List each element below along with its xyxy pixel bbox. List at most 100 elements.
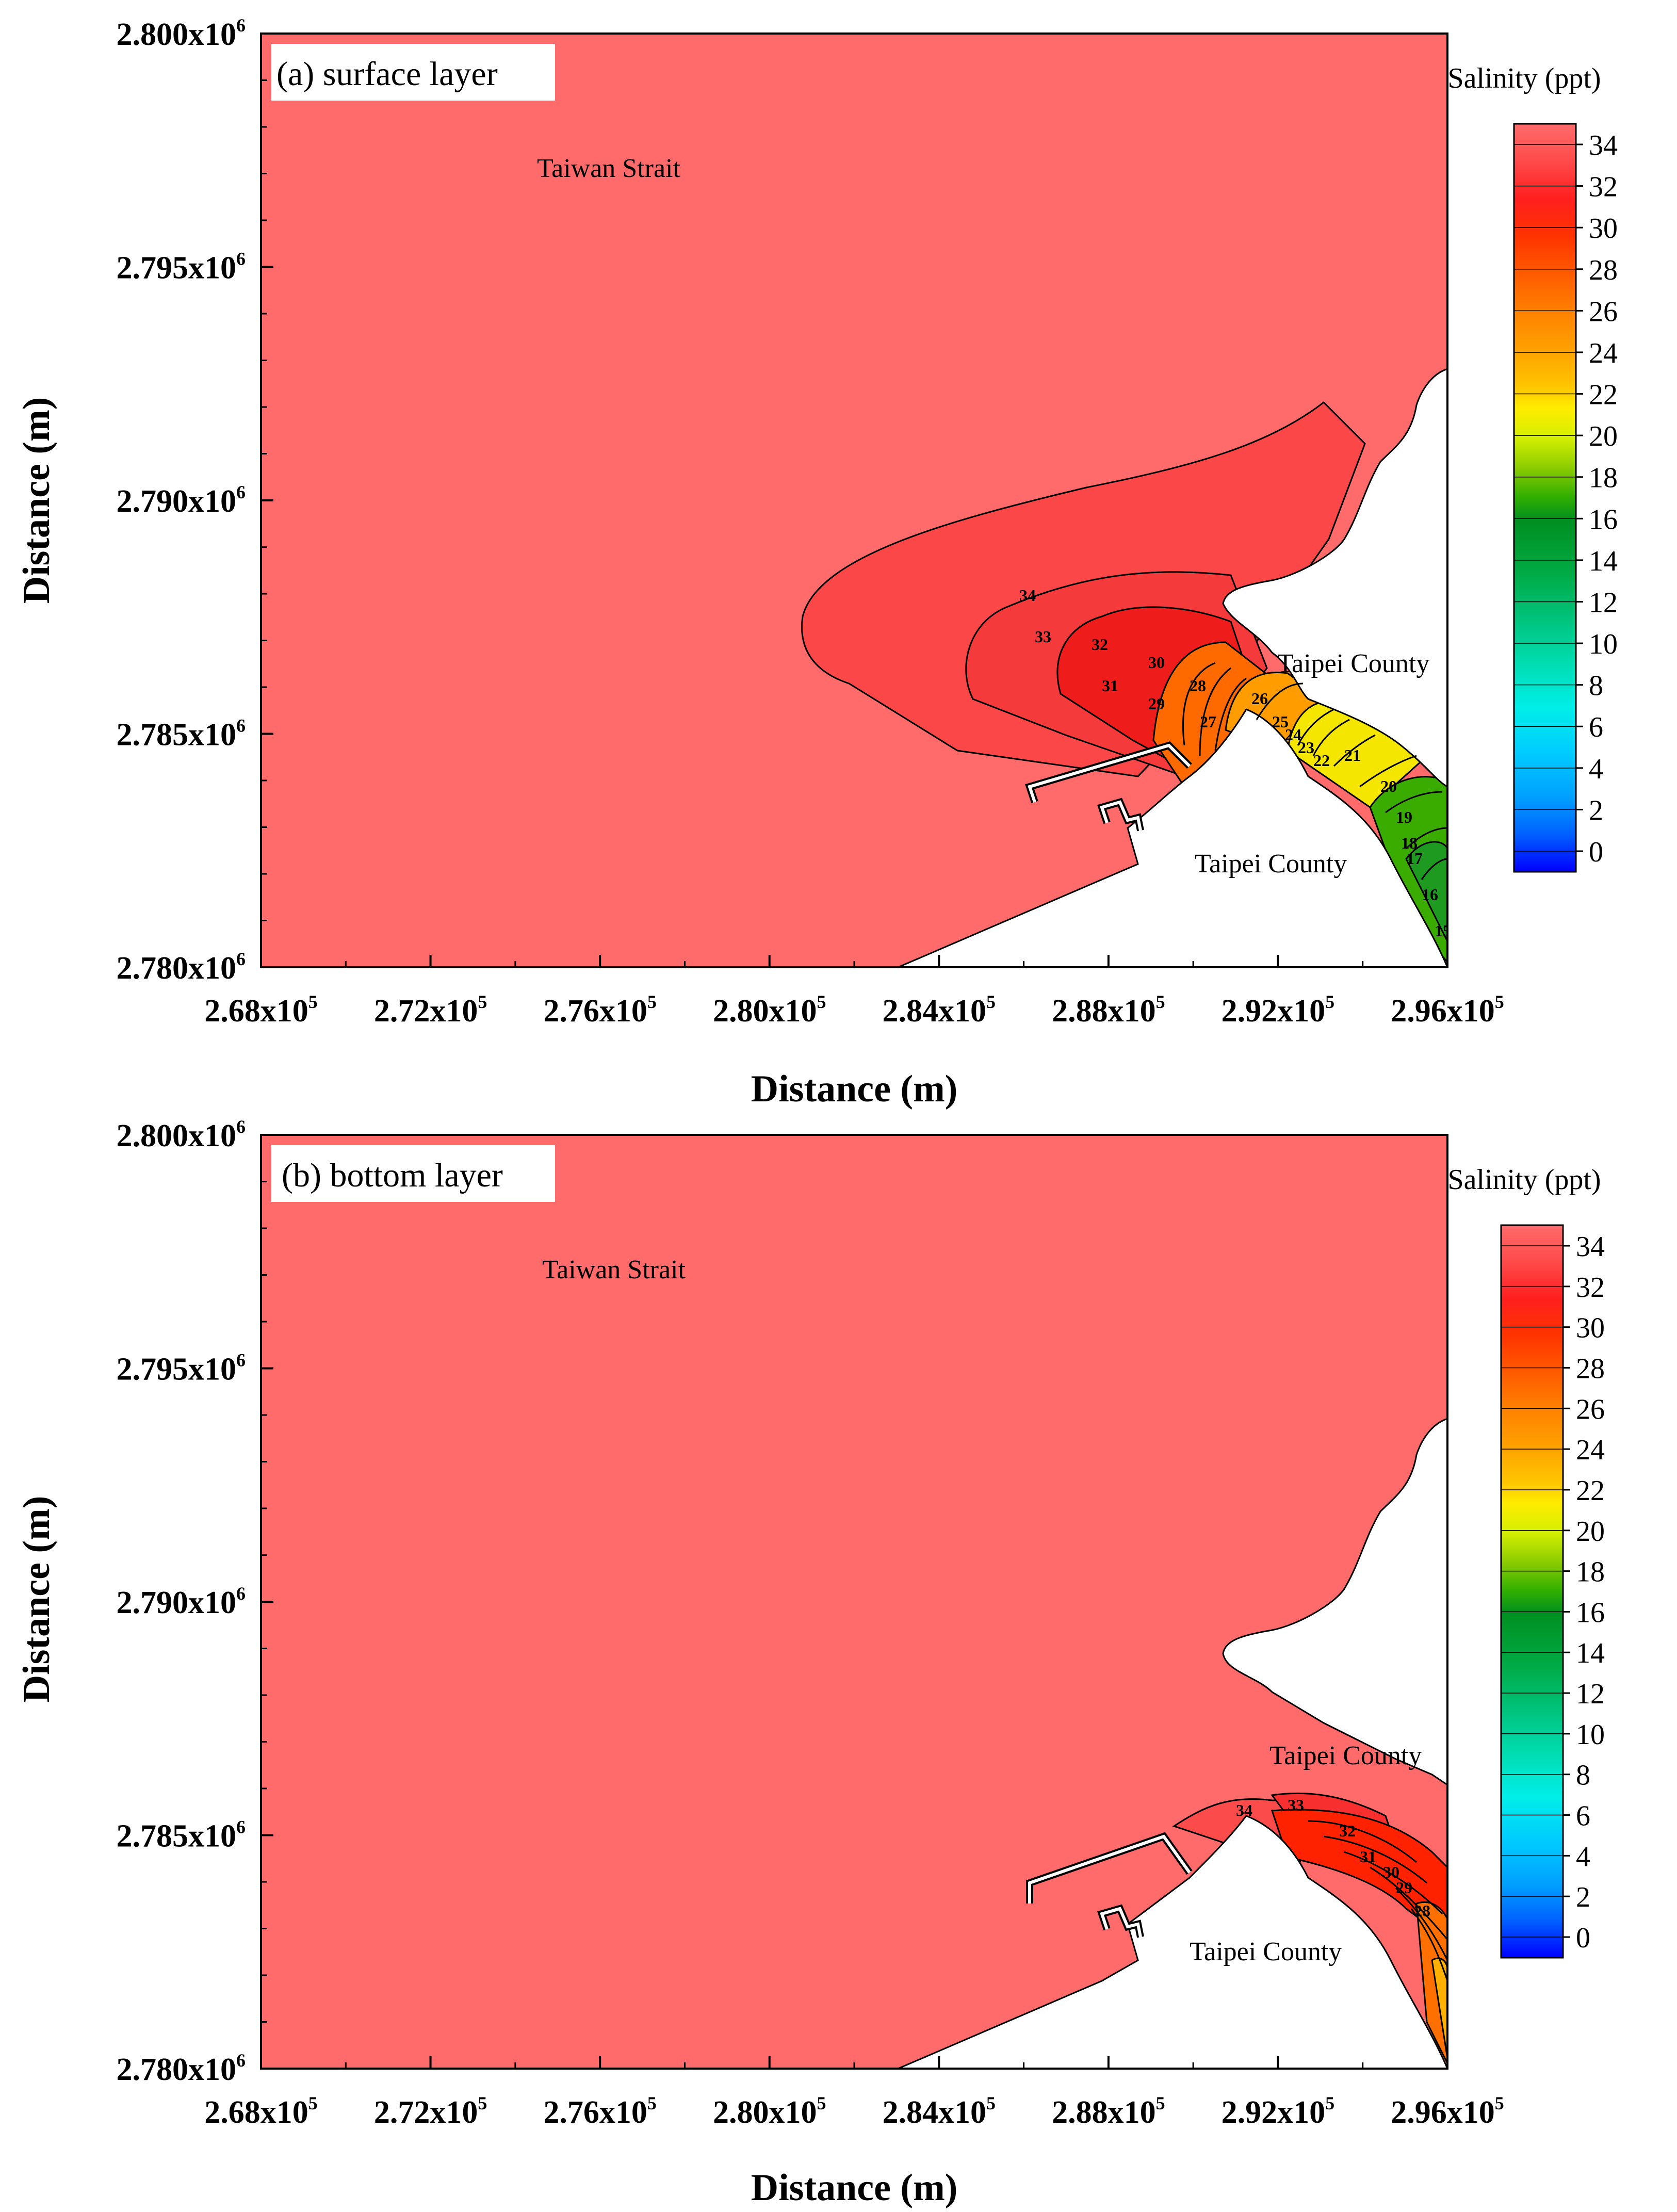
panel-a-label: (a) surface layer <box>276 55 498 93</box>
y-tick-label: 2.795x106 <box>117 249 246 286</box>
panel-b-north-land <box>1222 1135 1447 1786</box>
x-tick-label: 2.72x105 <box>374 991 487 1029</box>
colorbar-tick-label: 26 <box>1576 1393 1605 1425</box>
colorbar-tick-label: 24 <box>1576 1434 1605 1466</box>
y-tick-exponent: 6 <box>236 249 246 269</box>
contour-label: 24 <box>1285 725 1301 744</box>
colorbar-tick-label: 30 <box>1576 1312 1605 1344</box>
y-tick-label: 2.795x106 <box>117 1350 246 1387</box>
sea-label: Taiwan Strait <box>537 154 681 183</box>
colorbar-tick-label: 24 <box>1589 337 1618 369</box>
contour-label: 30 <box>1148 653 1165 672</box>
y-tick-mantissa: 2.780x10 <box>117 2052 237 2087</box>
colorbar-tick-label: 2 <box>1576 1881 1590 1913</box>
panel-b-xlabel: Distance (m) <box>751 2167 958 2209</box>
x-tick-label: 2.88x105 <box>1052 991 1165 1029</box>
contour-label: 21 <box>1344 746 1361 765</box>
x-tick-mantissa: 2.92x10 <box>1222 994 1326 1029</box>
panel-a-south-land <box>898 708 1447 967</box>
contour-label: 34 <box>1236 1801 1252 1819</box>
x-tick-exponent: 5 <box>1495 2093 1504 2113</box>
contour-label: 17 <box>1406 849 1423 868</box>
contour-label: 31 <box>1360 1847 1376 1866</box>
colorbar-tick-label: 10 <box>1589 628 1618 660</box>
x-tick-exponent: 5 <box>647 2093 657 2113</box>
contour-label: 15 <box>1435 921 1451 940</box>
contour-label: 20 <box>1380 777 1397 795</box>
panel-b-colorbar: Salinity (ppt) 3432302826242220181614121… <box>1447 1164 1605 1959</box>
colorbar-tick-label: 8 <box>1589 670 1603 702</box>
contour-label: 29 <box>1396 1878 1412 1897</box>
x-tick-exponent: 5 <box>647 991 657 1012</box>
colorbar-tick-label: 16 <box>1589 503 1618 535</box>
contour-label: 25 <box>1272 712 1289 731</box>
x-tick-exponent: 5 <box>1156 991 1165 1012</box>
x-tick-mantissa: 2.96x10 <box>1391 994 1495 1029</box>
panel-a-jetty-inner <box>1100 800 1142 831</box>
contour-label: 18 <box>1401 834 1418 852</box>
contour-label: 26 <box>1251 689 1268 708</box>
sea-label: Taiwan Strait <box>542 1255 686 1284</box>
x-tick-mantissa: 2.88x10 <box>1052 994 1156 1029</box>
panel-b-plume-red <box>1271 1809 1447 1941</box>
panel-a-contour-lines <box>1182 662 1447 880</box>
panel-b-contour-labels: 34 33 32 31 30 29 28 <box>1236 1796 1430 1920</box>
y-tick-mantissa: 2.785x10 <box>117 718 237 753</box>
x-tick-label: 2.84x105 <box>883 991 996 1029</box>
colorbar-tick-label: 14 <box>1576 1637 1605 1669</box>
y-tick-mantissa: 2.780x10 <box>117 951 237 986</box>
south-land-label: Taipei County <box>1195 849 1347 879</box>
x-tick-mantissa: 2.76x10 <box>543 2095 647 2130</box>
panel-b-south-land <box>898 1815 1447 2069</box>
y-tick-label: 2.780x106 <box>117 2050 246 2087</box>
colorbar-tick-label: 20 <box>1576 1516 1605 1548</box>
colorbar-tick-label: 22 <box>1576 1475 1605 1507</box>
contour-label: 30 <box>1383 1863 1399 1881</box>
panel-a-ylabel: Distance (m) <box>15 397 58 604</box>
colorbar-tick-label: 8 <box>1576 1760 1590 1792</box>
x-tick-label: 2.96x105 <box>1391 991 1504 1029</box>
contour-label: 29 <box>1148 694 1165 713</box>
y-tick-exponent: 6 <box>236 1116 246 1137</box>
panel-a-plot-area: 34 33 32 31 30 29 28 27 26 25 24 23 22 2… <box>261 34 1451 967</box>
contour-label: 28 <box>1414 1901 1430 1920</box>
y-tick-exponent: 6 <box>236 482 246 502</box>
x-tick-label: 2.92x105 <box>1222 2093 1335 2130</box>
panel-a-breakwater-inner <box>1028 743 1191 803</box>
x-tick-exponent: 5 <box>308 991 318 1012</box>
x-tick-label: 2.88x105 <box>1052 2093 1165 2130</box>
x-tick-label: 2.68x105 <box>204 991 318 1029</box>
x-tick-exponent: 5 <box>308 2093 318 2113</box>
panel-a-y-axis: 2.780x1062.785x1062.790x1062.795x1062.80… <box>117 15 273 986</box>
x-tick-exponent: 5 <box>478 2093 487 2113</box>
x-tick-mantissa: 2.76x10 <box>543 994 647 1029</box>
panel-b-contour-lines <box>1308 1820 1447 1981</box>
colorbar-tick-label: 26 <box>1589 296 1618 328</box>
x-tick-label: 2.96x105 <box>1391 2093 1504 2130</box>
colorbar-tick-label: 6 <box>1576 1800 1590 1832</box>
x-tick-mantissa: 2.88x10 <box>1052 2095 1156 2130</box>
panel-b-breakwater-inner <box>1028 1834 1191 1904</box>
colorbar-tick-label: 32 <box>1576 1272 1605 1304</box>
colorbar-tick-label: 20 <box>1589 420 1618 452</box>
x-tick-exponent: 5 <box>1156 2093 1165 2113</box>
x-tick-mantissa: 2.72x10 <box>374 2095 478 2130</box>
y-tick-label: 2.780x106 <box>117 949 246 986</box>
x-tick-label: 2.76x105 <box>543 991 657 1029</box>
x-tick-mantissa: 2.80x10 <box>713 2095 817 2130</box>
panel-b-label-box <box>271 1145 555 1202</box>
x-tick-mantissa: 2.68x10 <box>204 994 308 1029</box>
panel-b-ylabel: Distance (m) <box>15 1496 58 1703</box>
contour-label: 23 <box>1298 738 1314 757</box>
colorbar-bar <box>1513 123 1577 873</box>
colorbar-title: Salinity (ppt) <box>1447 1164 1601 1196</box>
contour-label: 22 <box>1313 751 1330 770</box>
x-tick-mantissa: 2.92x10 <box>1222 2095 1326 2130</box>
colorbar-tick-label: 16 <box>1576 1597 1605 1629</box>
y-tick-exponent: 6 <box>236 1350 246 1371</box>
y-tick-exponent: 6 <box>236 1817 246 1837</box>
x-tick-mantissa: 2.84x10 <box>883 2095 987 2130</box>
x-tick-label: 2.68x105 <box>204 2093 318 2130</box>
y-tick-mantissa: 2.785x10 <box>117 1819 237 1854</box>
x-tick-label: 2.80x105 <box>713 991 826 1029</box>
